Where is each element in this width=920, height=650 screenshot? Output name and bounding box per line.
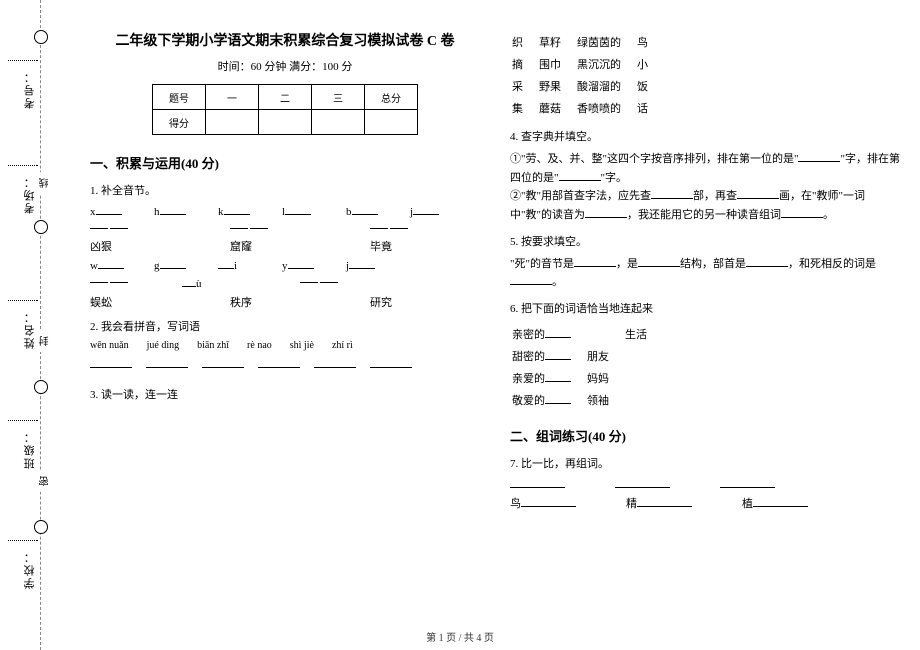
pinyin: shì jiè [290, 340, 314, 351]
school-label: 学校： [8, 540, 38, 589]
q1-prompt: 1. 补全音节。 [90, 182, 480, 198]
q2-prompt: 2. 我会看拼音，写词语 [90, 318, 480, 334]
q1-row: w g i y j [90, 258, 480, 272]
q4-text: ①"劳、及、并、整"这四个字按音序排列，排在第一位的是""字，排在第四位的是""… [510, 150, 900, 225]
q6-left: 亲爱的 [512, 373, 545, 385]
q6-left: 甜密的 [512, 351, 545, 363]
q7-row: 鸟 精 植 [510, 495, 900, 511]
match-cell: 香喷喷的 [577, 98, 635, 118]
q6-left: 亲密的 [512, 329, 545, 341]
exam-number-label: 考号： [8, 60, 38, 109]
match-cell: 围巾 [539, 54, 575, 74]
q1-word: 研究 [370, 294, 420, 310]
q1-row: ù [90, 276, 480, 290]
pinyin: zhí rì [332, 340, 353, 351]
match-table: 织草籽绿茵茵的鸟 摘围巾黑沉沉的小 采野果酸溜溜的饭 集蘑菇香喷喷的话 [510, 30, 664, 120]
match-cell: 酸溜溜的 [577, 76, 635, 96]
score-cell [259, 110, 312, 135]
score-cell [365, 110, 418, 135]
score-cell [206, 110, 259, 135]
q5-prompt: 5. 按要求填空。 [510, 233, 900, 249]
binding-circle [34, 220, 48, 234]
q6-right: 领袖 [587, 390, 623, 410]
q1-word: 蜈蚣 [90, 294, 140, 310]
pinyin: biān zhī [197, 340, 229, 351]
q1-letter: i [234, 260, 237, 272]
page-footer: 第 1 页 / 共 4 页 [0, 629, 920, 644]
q7-char: 植 [742, 498, 753, 510]
q6-right: 妈妈 [587, 368, 623, 388]
exam-room-label: 考场： [8, 165, 38, 214]
q6-left: 敬爱的 [512, 395, 545, 407]
class-label: 班级： [8, 420, 38, 469]
exam-subtitle: 时间：60 分钟 满分：100 分 [90, 58, 480, 74]
name-label: 姓名： [8, 300, 38, 349]
q6-right: 朋友 [587, 346, 623, 366]
score-header: 一 [206, 85, 259, 110]
section-b-heading: 二、组词练习(40 分) [510, 426, 900, 445]
score-header: 二 [259, 85, 312, 110]
pinyin: jué dìng [147, 340, 180, 351]
q1-row: 蜈蚣 秩序 研究 [90, 294, 480, 310]
q3-prompt: 3. 读一读，连一连 [90, 386, 480, 402]
q5-text: "死"的音节是，是结构，部首是，和死相反的词是。 [510, 255, 900, 292]
q4-prompt: 4. 查字典并填空。 [510, 128, 900, 144]
score-cell [312, 110, 365, 135]
q1-letter: w [90, 260, 98, 272]
match-cell: 织 [512, 32, 537, 52]
binding-margin: 线 封 密 考号： 考场： 姓名： 班级： 学校： [0, 0, 80, 650]
exam-title: 二年级下学期小学语文期末积累综合复习模拟试卷 C 卷 [90, 30, 480, 50]
match-cell: 蘑菇 [539, 98, 575, 118]
q7-row [510, 477, 900, 491]
fold-line [40, 0, 41, 650]
q7-char: 鸟 [510, 498, 521, 510]
q1-word: 秩序 [230, 294, 280, 310]
left-column: 二年级下学期小学语文期末积累综合复习模拟试卷 C 卷 时间：60 分钟 满分：1… [90, 30, 480, 625]
match-cell: 黑沉沉的 [577, 54, 635, 74]
score-header: 三 [312, 85, 365, 110]
match-cell: 采 [512, 76, 537, 96]
right-column: 织草籽绿茵茵的鸟 摘围巾黑沉沉的小 采野果酸溜溜的饭 集蘑菇香喷喷的话 4. 查… [510, 30, 900, 625]
q6-prompt: 6. 把下面的词语恰当地连起来 [510, 300, 900, 316]
q7-char: 精 [626, 498, 637, 510]
q1-word: 凶狠 [90, 238, 140, 254]
q2-pinyin-row: wēn nuǎn jué dìng biān zhī rè nao shì ji… [90, 340, 480, 351]
binding-circle [34, 30, 48, 44]
pinyin: rè nao [247, 340, 272, 351]
match-cell: 野果 [539, 76, 575, 96]
score-row-label: 得分 [153, 110, 206, 135]
q1-word: 毕竟 [370, 238, 420, 254]
q1-row: x h k l b j [90, 204, 480, 218]
q1-letter: ù [196, 278, 202, 290]
match-cell: 话 [637, 98, 662, 118]
section-a-heading: 一、积累与运用(40 分) [90, 153, 480, 172]
binding-circle [34, 380, 48, 394]
fold-label: 封 [38, 330, 53, 352]
match-cell: 草籽 [539, 32, 575, 52]
page-content: 二年级下学期小学语文期末积累综合复习模拟试卷 C 卷 时间：60 分钟 满分：1… [90, 30, 900, 625]
fold-label: 线 [38, 172, 53, 194]
match-cell: 摘 [512, 54, 537, 74]
q1-row [90, 222, 480, 234]
binding-circle [34, 520, 48, 534]
score-header: 题号 [153, 85, 206, 110]
q1-word: 窟窿 [230, 238, 280, 254]
match-cell: 集 [512, 98, 537, 118]
q6-right: 生活 [625, 324, 661, 344]
q1-row: 凶狠 窟窿 毕竟 [90, 238, 480, 254]
score-header: 总分 [365, 85, 418, 110]
pinyin: wēn nuǎn [90, 340, 129, 351]
score-table: 题号 一 二 三 总分 得分 [152, 84, 418, 135]
q7-prompt: 7. 比一比，再组词。 [510, 455, 900, 471]
q2-blank-row [90, 357, 480, 368]
fold-label: 密 [38, 470, 53, 492]
match-cell: 绿茵茵的 [577, 32, 635, 52]
match-cell: 小 [637, 54, 662, 74]
q6-table: 亲密的 生活 甜密的 朋友 亲爱的 妈妈 敬爱的 领袖 [510, 322, 663, 412]
match-cell: 饭 [637, 76, 662, 96]
match-cell: 鸟 [637, 32, 662, 52]
